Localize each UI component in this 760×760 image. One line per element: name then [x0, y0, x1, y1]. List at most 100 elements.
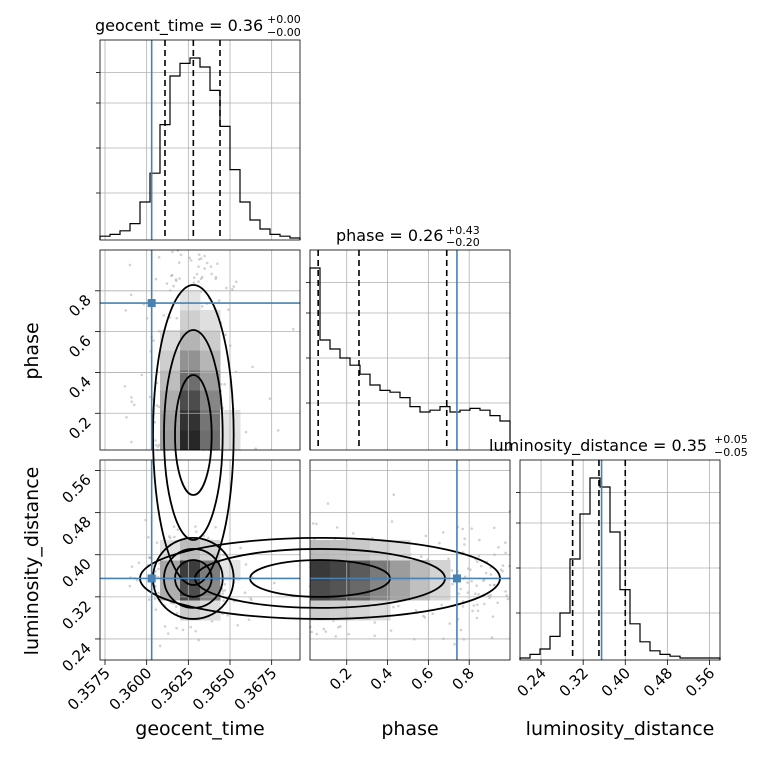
sample-point — [172, 525, 176, 528]
sample-point — [165, 282, 169, 285]
sample-point — [234, 280, 238, 284]
x-tick-label: 0.3625 — [147, 664, 197, 714]
sample-point — [200, 305, 204, 308]
density-cell — [310, 580, 331, 601]
sample-point — [490, 636, 494, 639]
sample-point — [438, 541, 441, 545]
sample-point — [351, 532, 355, 535]
sample-point — [470, 579, 473, 583]
sample-point — [157, 567, 160, 571]
density-cell — [430, 580, 451, 601]
x-axis-label-luminosity-distance: luminosity_distance — [526, 718, 715, 740]
sample-point — [189, 625, 193, 629]
sample-point — [174, 605, 178, 608]
title-geocent-time-upper: +0.00 — [267, 13, 301, 26]
sample-point — [424, 534, 428, 538]
contour-level — [174, 374, 213, 496]
sample-point — [475, 616, 479, 620]
sample-point — [197, 280, 200, 283]
title-luminosity-distance: luminosity_distance = 0.35 — [489, 436, 707, 456]
y-tick-label: 0.32 — [58, 597, 94, 633]
sample-point — [156, 445, 160, 448]
sample-point — [209, 265, 213, 268]
sample-point — [466, 581, 469, 584]
density-cell — [160, 430, 181, 451]
sample-point — [244, 563, 248, 566]
sample-point — [311, 522, 315, 525]
sample-point — [469, 568, 472, 572]
sample-point — [153, 597, 157, 601]
density-cell — [410, 580, 431, 601]
truth-marker — [147, 299, 156, 308]
sample-point — [148, 556, 152, 560]
sample-point — [173, 535, 176, 539]
sample-point — [484, 571, 488, 575]
sample-point — [157, 443, 161, 447]
sample-point — [155, 404, 159, 407]
sample-point — [476, 609, 480, 613]
sample-point — [450, 569, 454, 572]
sample-point — [489, 573, 493, 576]
sample-point — [197, 638, 200, 642]
density-cell — [180, 430, 201, 451]
x-tick-label: 0.4 — [367, 664, 397, 694]
sample-point — [247, 618, 251, 621]
sample-point — [152, 339, 155, 342]
x-tick-label: 0.32 — [556, 664, 592, 700]
sample-point — [227, 308, 230, 311]
histogram-luminosity_distance — [519, 477, 721, 660]
sample-point — [506, 597, 510, 601]
sample-point — [254, 447, 258, 450]
sample-point — [217, 299, 221, 302]
sample-point — [504, 541, 507, 544]
sample-point — [162, 314, 165, 317]
sample-point — [197, 258, 201, 261]
sample-point — [225, 286, 228, 290]
density-cell — [390, 560, 411, 581]
sample-point — [496, 601, 499, 605]
sample-point — [476, 603, 479, 607]
sample-point — [244, 430, 248, 434]
sample-point — [392, 493, 396, 496]
sample-point — [123, 384, 127, 388]
y-axis-label-luminosity-distance: luminosity_distance — [21, 467, 43, 656]
x-tick-label: 0.2 — [326, 664, 356, 694]
x-tick-label: 0.8 — [448, 664, 478, 694]
sample-point — [130, 440, 133, 444]
sample-point — [491, 615, 495, 618]
sample-point — [199, 257, 203, 260]
sample-point — [170, 273, 174, 277]
sample-point — [423, 616, 427, 619]
histograms — [99, 57, 721, 660]
sample-point — [222, 599, 225, 602]
density-cell — [200, 390, 221, 411]
sample-point — [176, 528, 180, 532]
sample-point — [203, 254, 206, 258]
sample-point — [459, 628, 463, 632]
sample-point — [205, 261, 209, 265]
sample-point — [492, 583, 496, 587]
sample-point — [200, 275, 204, 279]
density-cell — [330, 540, 351, 561]
title-luminosity-distance-upper: +0.05 — [714, 433, 748, 446]
title-geocent-time-lower: −0.00 — [267, 26, 301, 39]
sample-point — [477, 554, 481, 558]
sample-point — [221, 592, 225, 595]
density-cell — [180, 410, 201, 431]
sample-point — [471, 609, 474, 613]
sample-point — [197, 253, 201, 256]
sample-point — [268, 397, 272, 400]
sample-point — [453, 642, 456, 646]
sample-point — [334, 635, 338, 638]
sample-point — [154, 608, 158, 611]
sample-point — [172, 284, 175, 288]
sample-point — [463, 543, 466, 546]
sample-point — [251, 365, 254, 369]
sample-point — [475, 584, 479, 587]
sample-point — [339, 625, 342, 628]
sample-point — [135, 578, 139, 582]
sample-point — [315, 522, 318, 526]
sample-point — [397, 604, 400, 608]
density-cell — [350, 580, 371, 601]
